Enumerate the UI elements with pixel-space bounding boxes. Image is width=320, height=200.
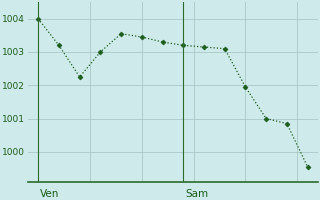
Text: Ven: Ven xyxy=(40,189,60,199)
Text: Sam: Sam xyxy=(185,189,208,199)
